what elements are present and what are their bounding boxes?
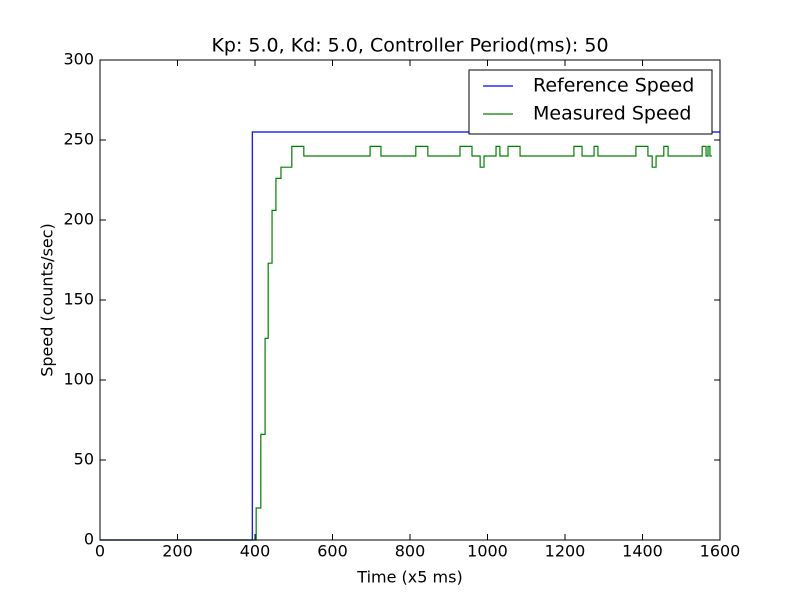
- y-tick-label: 300: [63, 50, 94, 69]
- x-tick-label: 200: [162, 542, 193, 561]
- legend-label: Measured Speed: [533, 103, 691, 125]
- x-tick-label: 1600: [700, 542, 741, 561]
- chart-title: Kp: 5.0, Kd: 5.0, Controller Period(ms):…: [211, 35, 608, 57]
- y-tick-label: 0: [84, 530, 94, 549]
- y-tick-label: 250: [63, 130, 94, 149]
- x-tick-label: 800: [395, 542, 426, 561]
- x-tick-label: 1000: [467, 542, 508, 561]
- data-line: [100, 145, 712, 541]
- legend-label: Reference Speed: [533, 75, 694, 97]
- x-tick-label: 1200: [545, 542, 586, 561]
- y-tick-label: 100: [63, 370, 94, 389]
- plot-frame: [99, 59, 721, 541]
- x-tick-label: 400: [240, 542, 271, 561]
- x-tick-label: 0: [95, 542, 105, 561]
- x-tick-label: 1400: [622, 542, 663, 561]
- x-tick-label: 600: [317, 542, 348, 561]
- x-axis-label: Time (x5 ms): [356, 568, 462, 587]
- legend: Reference Speed Measured Speed: [468, 69, 713, 135]
- y-tick-label: 150: [63, 290, 94, 309]
- y-axis-label: Speed (counts/sec): [38, 223, 57, 377]
- y-tick-label: 50: [74, 450, 94, 469]
- y-tick-label: 200: [63, 210, 94, 229]
- legend-box: [468, 69, 713, 135]
